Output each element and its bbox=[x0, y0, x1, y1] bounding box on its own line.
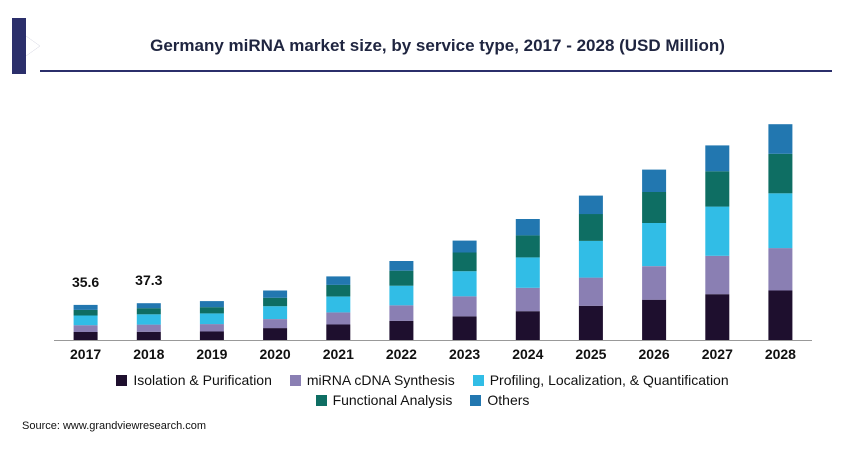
legend-label-others: Others bbox=[487, 392, 530, 408]
bar-2019-series-4 bbox=[199, 301, 224, 308]
bar-2027-series-3 bbox=[705, 171, 730, 207]
bar-2020-series-1 bbox=[263, 319, 288, 329]
bar-2028-series-0 bbox=[768, 290, 793, 340]
bar-2020-series-2 bbox=[263, 306, 288, 319]
bar-2026-series-2 bbox=[642, 223, 667, 267]
bar-2018-series-3 bbox=[136, 308, 161, 315]
bar-2021-series-4 bbox=[326, 276, 351, 285]
legend-label-profiling: Profiling, Localization, & Quantificatio… bbox=[489, 372, 729, 388]
bar-2017-series-0 bbox=[73, 332, 98, 340]
bar-2019-series-3 bbox=[199, 307, 224, 314]
bar-2021-series-0 bbox=[326, 324, 351, 340]
x-tick-label-2028: 2028 bbox=[765, 346, 796, 362]
x-tick-label-2024: 2024 bbox=[512, 346, 543, 362]
legend-item-cdna: miRNA cDNA Synthesis bbox=[289, 372, 455, 388]
bar-2027-series-0 bbox=[705, 294, 730, 340]
x-tick-label-2026: 2026 bbox=[639, 346, 670, 362]
bar-2026-series-4 bbox=[642, 169, 667, 192]
x-tick-label-2017: 2017 bbox=[70, 346, 101, 362]
x-tick-label-2018: 2018 bbox=[133, 346, 164, 362]
legend-row-1: Isolation & Purification miRNA cDNA Synt… bbox=[0, 372, 845, 388]
bar-2027-series-2 bbox=[705, 206, 730, 256]
legend-item-isolation: Isolation & Purification bbox=[116, 372, 272, 388]
bar-2028-series-4 bbox=[768, 124, 793, 154]
legend-swatch-profiling bbox=[472, 374, 484, 386]
bar-2023-series-2 bbox=[452, 271, 477, 297]
title-underline bbox=[40, 70, 832, 72]
bar-2027-series-1 bbox=[705, 255, 730, 295]
x-tick-label-2023: 2023 bbox=[449, 346, 480, 362]
brand-logo bbox=[12, 18, 40, 74]
bar-2024-series-0 bbox=[515, 311, 540, 340]
bar-2023-series-3 bbox=[452, 252, 477, 272]
bar-2019-series-2 bbox=[199, 313, 224, 325]
legend-swatch-cdna bbox=[289, 374, 301, 386]
bar-2028-series-3 bbox=[768, 153, 793, 194]
bar-2025-series-0 bbox=[578, 305, 603, 340]
legend-item-profiling: Profiling, Localization, & Quantificatio… bbox=[472, 372, 729, 388]
legend-label-functional: Functional Analysis bbox=[332, 392, 453, 408]
bar-2025-series-3 bbox=[578, 214, 603, 241]
legend-item-functional: Functional Analysis bbox=[315, 392, 453, 408]
bar-2018-series-2 bbox=[136, 314, 161, 325]
bar-2028-series-1 bbox=[768, 248, 793, 291]
data-label-2018: 37.3 bbox=[135, 272, 162, 288]
bar-2021-series-3 bbox=[326, 284, 351, 297]
bar-2027-series-4 bbox=[705, 145, 730, 172]
x-tick-label-2025: 2025 bbox=[575, 346, 606, 362]
bar-2018-series-0 bbox=[136, 331, 161, 340]
bar-2025-series-1 bbox=[578, 277, 603, 306]
bar-2024-series-4 bbox=[515, 219, 540, 236]
legend-row-2: Functional Analysis Others bbox=[0, 392, 845, 408]
bar-2025-series-2 bbox=[578, 240, 603, 278]
legend-label-isolation: Isolation & Purification bbox=[133, 372, 272, 388]
bar-2021-series-2 bbox=[326, 296, 351, 313]
bar-2026-series-1 bbox=[642, 266, 667, 300]
bar-2017-series-3 bbox=[73, 309, 98, 316]
legend-swatch-isolation bbox=[116, 374, 128, 386]
bar-2025-series-4 bbox=[578, 195, 603, 215]
bar-2024-series-2 bbox=[515, 257, 540, 288]
bar-2023-series-1 bbox=[452, 296, 477, 317]
bar-2022-series-1 bbox=[389, 305, 414, 321]
bar-2017-series-1 bbox=[73, 325, 98, 332]
bar-2026-series-0 bbox=[642, 299, 667, 340]
bar-2019-series-0 bbox=[199, 331, 224, 340]
x-tick-label-2020: 2020 bbox=[260, 346, 291, 362]
stacked-bar-chart: 2017 2018 2019 2020 2021 2022 2023 2024 2025 2026… bbox=[54, 124, 812, 362]
x-tick-label-2021: 2021 bbox=[323, 346, 354, 362]
bar-2018-series-1 bbox=[136, 324, 161, 332]
x-tick-label-2022: 2022 bbox=[386, 346, 417, 362]
bar-2022-series-0 bbox=[389, 320, 414, 340]
legend-swatch-functional bbox=[315, 394, 327, 406]
bar-2017-series-4 bbox=[73, 304, 98, 310]
x-tick-label-2027: 2027 bbox=[702, 346, 733, 362]
bar-2021-series-1 bbox=[326, 312, 351, 325]
bar-2026-series-3 bbox=[642, 192, 667, 223]
bar-2024-series-1 bbox=[515, 287, 540, 312]
bar-2019-series-1 bbox=[199, 324, 224, 332]
bar-2018-series-4 bbox=[136, 303, 161, 309]
bar-2017-series-2 bbox=[73, 315, 98, 326]
logo-notch bbox=[26, 36, 40, 56]
bar-2028-series-2 bbox=[768, 193, 793, 249]
bar-2022-series-3 bbox=[389, 270, 414, 286]
bar-2022-series-4 bbox=[389, 261, 414, 271]
data-label-2017: 35.6 bbox=[72, 274, 99, 290]
legend-swatch-others bbox=[470, 394, 482, 406]
source-note: Source: www.grandviewresearch.com bbox=[22, 420, 207, 432]
legend-label-cdna: miRNA cDNA Synthesis bbox=[306, 372, 455, 388]
bar-2023-series-0 bbox=[452, 316, 477, 340]
bar-2020-series-4 bbox=[263, 290, 288, 298]
bar-2020-series-3 bbox=[263, 297, 288, 307]
bar-2023-series-4 bbox=[452, 240, 477, 253]
chart-title: Germany miRNA market size, by service ty… bbox=[150, 36, 725, 55]
x-tick-label-2019: 2019 bbox=[196, 346, 227, 362]
bar-2022-series-2 bbox=[389, 285, 414, 306]
bar-2020-series-0 bbox=[263, 328, 288, 340]
legend: Isolation & Purification miRNA cDNA Synt… bbox=[0, 372, 845, 412]
legend-item-others: Others bbox=[470, 392, 529, 408]
bar-2024-series-3 bbox=[515, 235, 540, 258]
